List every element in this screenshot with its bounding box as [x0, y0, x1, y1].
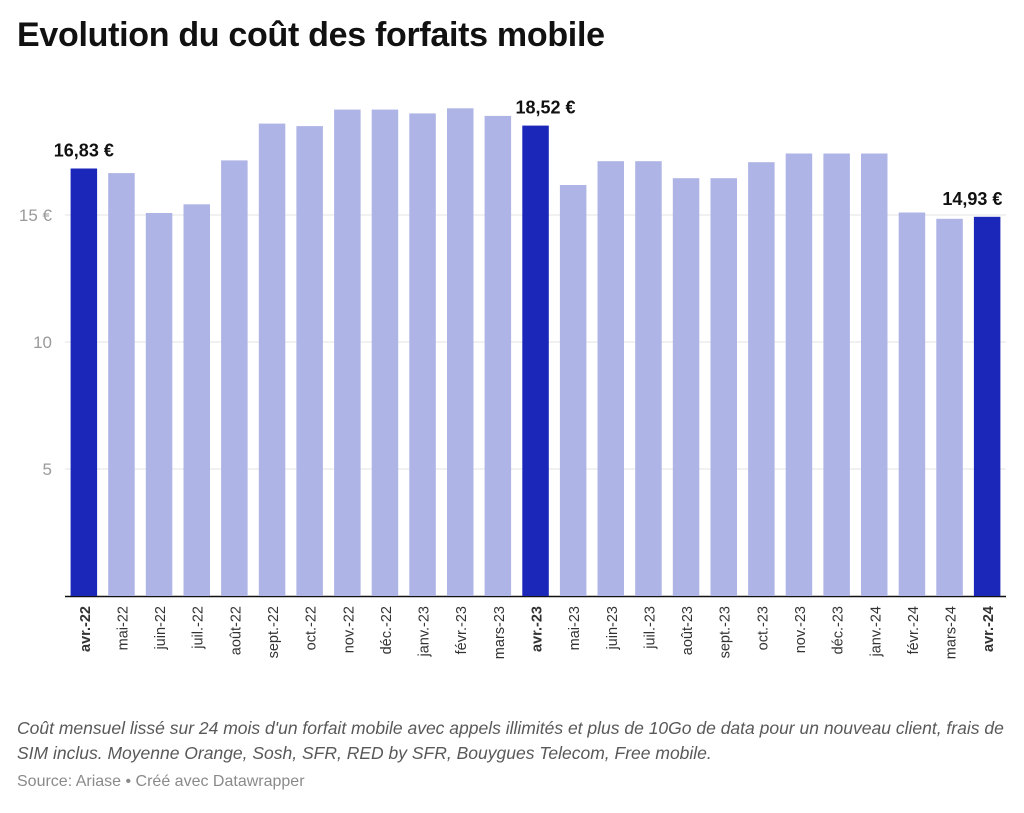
value-label-avr.-22: 16,83 €: [54, 141, 114, 161]
bar-févr.-23: [447, 108, 474, 597]
bar-déc.-23: [823, 153, 850, 596]
x-tick-label: nov.-22: [341, 606, 357, 653]
bar-mai-22: [108, 173, 135, 596]
x-tick-label: déc.-23: [831, 606, 847, 654]
x-tick-label: déc.-22: [379, 606, 395, 654]
bar-juin-23: [597, 161, 624, 596]
bar-avr.-23: [522, 125, 549, 596]
x-tick-label: avr.-24: [981, 606, 997, 652]
x-tick-label: janv.-24: [868, 606, 884, 658]
value-label-avr.-23: 18,52 €: [515, 98, 575, 118]
bar-août-23: [672, 178, 700, 596]
x-tick-label: mars-23: [492, 606, 508, 659]
bar-déc.-22: [371, 109, 399, 596]
bar-nov.-23: [785, 153, 813, 596]
y-tick-label: 15 €: [19, 206, 53, 225]
bars: [70, 108, 1001, 597]
bar-mars-24: [936, 218, 963, 597]
bar-sept.-22: [258, 123, 286, 596]
x-tick-label: mai-23: [567, 606, 583, 650]
x-tick-label: sept.-22: [266, 606, 282, 658]
source-line: Source: Ariase • Créé avec Datawrapper: [17, 773, 305, 790]
y-tick-label: 10: [33, 333, 52, 352]
bar-juil.-22: [183, 204, 210, 597]
bar-juil.-23: [635, 161, 662, 596]
y-tick-label: 5: [43, 460, 52, 479]
x-tick-label: août-22: [228, 606, 244, 655]
x-tick-label: août-23: [680, 606, 696, 655]
x-tick-label: juin-22: [153, 606, 169, 651]
bar-oct.-23: [748, 162, 775, 596]
bar-avr.-24: [973, 216, 1001, 597]
bar-oct.-22: [296, 126, 323, 596]
x-tick-label: avr.-22: [78, 606, 94, 652]
x-tick-label: sept.-23: [718, 606, 734, 658]
x-tick-label: oct.-22: [304, 606, 320, 650]
x-tick-label: mars-24: [944, 606, 960, 659]
bar-janv.-23: [409, 113, 436, 597]
bar-janv.-24: [861, 153, 888, 596]
value-label-avr.-24: 14,93 €: [942, 189, 1002, 209]
x-tick-label: févr.-23: [454, 606, 470, 654]
chart-title: Evolution du coût des forfaits mobile: [17, 16, 605, 54]
chart-footnote: Coût mensuel lissé sur 24 mois d'un forf…: [17, 718, 1004, 763]
value-labels: 16,83 € 18,52 € 14,93 €: [54, 98, 1003, 209]
x-tick-label: juil.-23: [642, 606, 658, 650]
bar-sept.-23: [710, 178, 737, 596]
bar-août-22: [221, 160, 248, 596]
x-tick-label: mai-22: [115, 606, 131, 650]
x-tick-label: avr.-23: [530, 606, 546, 652]
bar-nov.-22: [334, 109, 361, 596]
x-tick-label: juin-23: [605, 606, 621, 651]
x-tick-label: nov.-23: [793, 606, 809, 653]
bar-avr.-22: [70, 168, 98, 596]
bar-mars-23: [484, 115, 512, 597]
x-tick-label: janv.-23: [417, 606, 433, 658]
x-tick-label: juil.-22: [191, 606, 207, 650]
bar-chart: 5 10 15 € 16,83 € 18,52 € 14,93 € avr.-22 mai…: [19, 98, 1006, 659]
bar-juin-22: [145, 213, 173, 596]
x-tick-label: févr.-24: [906, 606, 922, 654]
bar-mai-23: [559, 185, 587, 596]
bar-févr.-24: [898, 212, 926, 596]
x-tick-label: oct.-23: [755, 606, 771, 650]
x-tick-labels: avr.-22 mai-22 juin-22 juil.-22 août-22 sept.…: [78, 606, 997, 659]
